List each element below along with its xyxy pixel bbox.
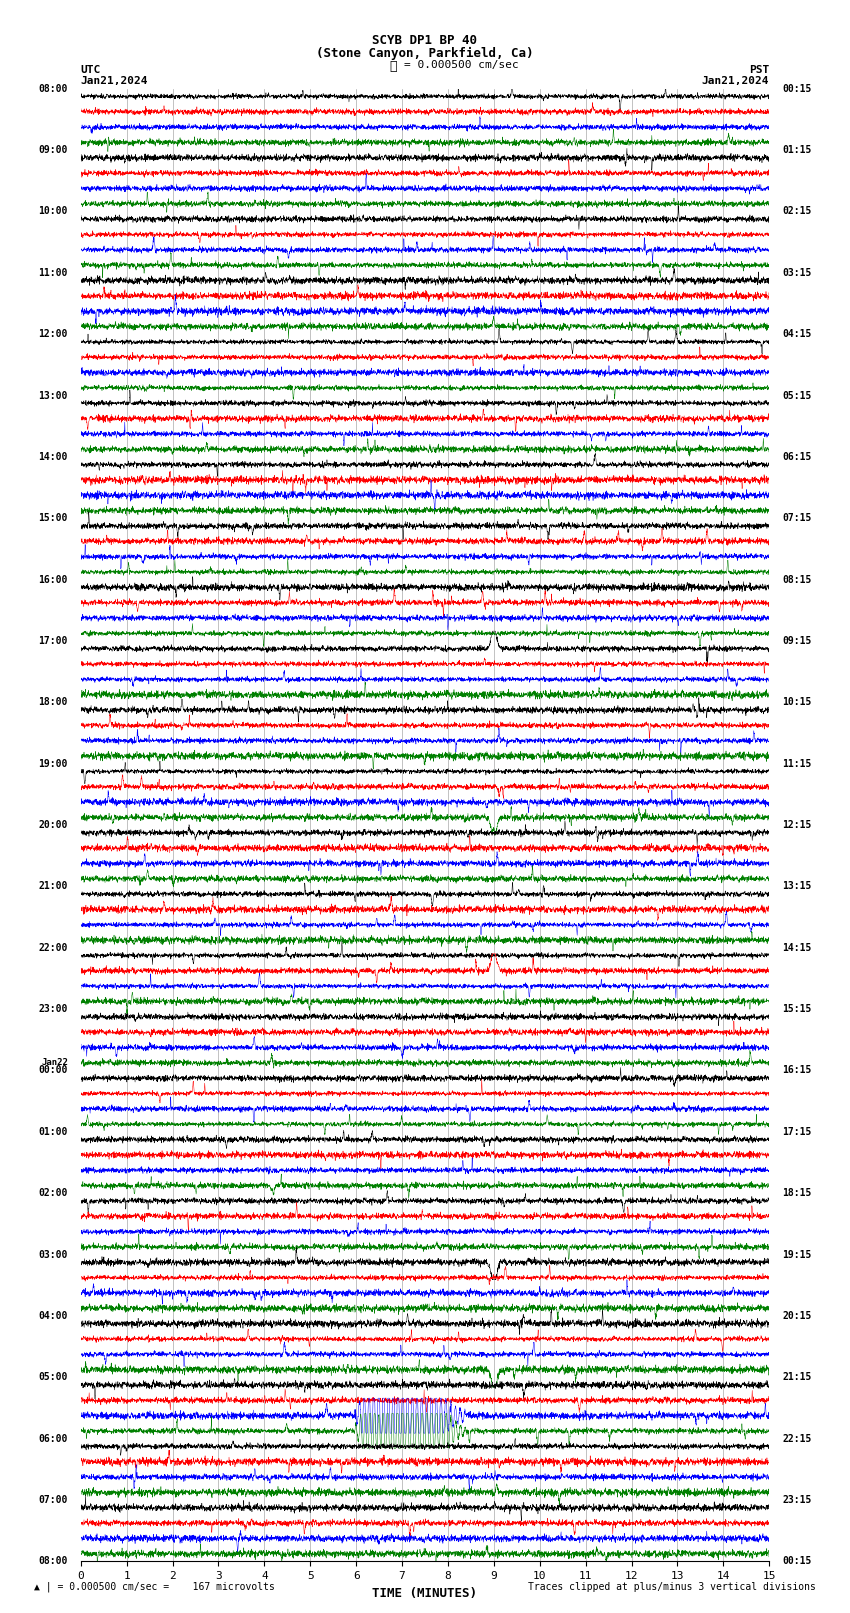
Text: 02:00: 02:00 bbox=[38, 1189, 68, 1198]
Text: 00:00: 00:00 bbox=[38, 1066, 68, 1076]
Text: 01:15: 01:15 bbox=[782, 145, 812, 155]
Text: 02:15: 02:15 bbox=[782, 206, 812, 216]
Text: 04:00: 04:00 bbox=[38, 1311, 68, 1321]
Text: 23:15: 23:15 bbox=[782, 1495, 812, 1505]
Text: 16:00: 16:00 bbox=[38, 574, 68, 584]
Text: 13:15: 13:15 bbox=[782, 881, 812, 892]
Text: 14:00: 14:00 bbox=[38, 452, 68, 461]
Text: 15:00: 15:00 bbox=[38, 513, 68, 523]
Text: 22:15: 22:15 bbox=[782, 1434, 812, 1444]
Text: 22:00: 22:00 bbox=[38, 942, 68, 953]
Text: 08:00: 08:00 bbox=[38, 1557, 68, 1566]
Text: Jan22: Jan22 bbox=[41, 1058, 68, 1066]
Text: 03:15: 03:15 bbox=[782, 268, 812, 277]
Text: 19:15: 19:15 bbox=[782, 1250, 812, 1260]
Text: 18:15: 18:15 bbox=[782, 1189, 812, 1198]
Text: Traces clipped at plus/minus 3 vertical divisions: Traces clipped at plus/minus 3 vertical … bbox=[528, 1582, 816, 1592]
Text: = 0.000500 cm/sec: = 0.000500 cm/sec bbox=[404, 60, 518, 69]
Text: 00:15: 00:15 bbox=[782, 84, 812, 94]
Text: ▲ | = 0.000500 cm/sec =    167 microvolts: ▲ | = 0.000500 cm/sec = 167 microvolts bbox=[34, 1581, 275, 1592]
Text: 04:15: 04:15 bbox=[782, 329, 812, 339]
Text: 12:00: 12:00 bbox=[38, 329, 68, 339]
Text: 17:15: 17:15 bbox=[782, 1127, 812, 1137]
Text: 17:00: 17:00 bbox=[38, 636, 68, 645]
Text: 18:00: 18:00 bbox=[38, 697, 68, 708]
Text: 00:15: 00:15 bbox=[782, 1557, 812, 1566]
Text: (Stone Canyon, Parkfield, Ca): (Stone Canyon, Parkfield, Ca) bbox=[316, 47, 534, 60]
Text: 13:00: 13:00 bbox=[38, 390, 68, 400]
Text: 23:00: 23:00 bbox=[38, 1005, 68, 1015]
Text: 10:15: 10:15 bbox=[782, 697, 812, 708]
Text: 21:15: 21:15 bbox=[782, 1373, 812, 1382]
Text: 05:00: 05:00 bbox=[38, 1373, 68, 1382]
Text: Jan21,2024: Jan21,2024 bbox=[702, 76, 769, 85]
Text: 03:00: 03:00 bbox=[38, 1250, 68, 1260]
Text: UTC: UTC bbox=[81, 65, 101, 74]
Text: 10:00: 10:00 bbox=[38, 206, 68, 216]
Text: 09:00: 09:00 bbox=[38, 145, 68, 155]
Text: 21:00: 21:00 bbox=[38, 881, 68, 892]
X-axis label: TIME (MINUTES): TIME (MINUTES) bbox=[372, 1587, 478, 1600]
Text: 11:00: 11:00 bbox=[38, 268, 68, 277]
Text: 19:00: 19:00 bbox=[38, 758, 68, 769]
Text: ⏐: ⏐ bbox=[390, 60, 397, 73]
Text: Jan21,2024: Jan21,2024 bbox=[81, 76, 148, 85]
Text: 06:15: 06:15 bbox=[782, 452, 812, 461]
Text: 01:00: 01:00 bbox=[38, 1127, 68, 1137]
Text: 11:15: 11:15 bbox=[782, 758, 812, 769]
Text: 20:15: 20:15 bbox=[782, 1311, 812, 1321]
Text: 12:15: 12:15 bbox=[782, 819, 812, 831]
Text: 06:00: 06:00 bbox=[38, 1434, 68, 1444]
Text: 09:15: 09:15 bbox=[782, 636, 812, 645]
Text: 07:15: 07:15 bbox=[782, 513, 812, 523]
Text: 16:15: 16:15 bbox=[782, 1066, 812, 1076]
Text: 05:15: 05:15 bbox=[782, 390, 812, 400]
Text: SCYB DP1 BP 40: SCYB DP1 BP 40 bbox=[372, 34, 478, 47]
Text: PST: PST bbox=[749, 65, 769, 74]
Text: 15:15: 15:15 bbox=[782, 1005, 812, 1015]
Text: 08:00: 08:00 bbox=[38, 84, 68, 94]
Text: 20:00: 20:00 bbox=[38, 819, 68, 831]
Text: 14:15: 14:15 bbox=[782, 942, 812, 953]
Text: 08:15: 08:15 bbox=[782, 574, 812, 584]
Text: 07:00: 07:00 bbox=[38, 1495, 68, 1505]
